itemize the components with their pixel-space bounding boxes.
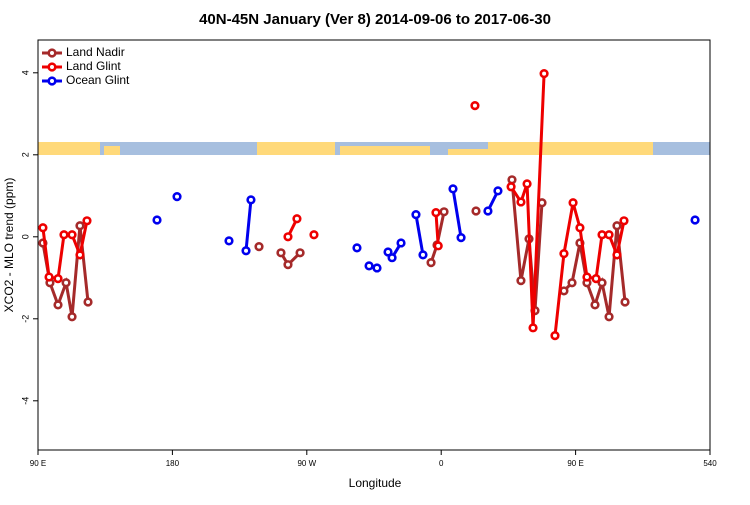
data-point (53, 300, 63, 310)
legend-label: Ocean Glint (66, 73, 130, 87)
legend-marker (47, 62, 57, 72)
data-point (75, 221, 85, 231)
data-point (456, 233, 466, 243)
data-point (59, 230, 69, 240)
legend-label: Land Glint (66, 59, 121, 73)
data-point (254, 242, 264, 252)
data-point (152, 215, 162, 225)
data-point (364, 261, 374, 271)
data-point (418, 250, 428, 260)
x-tick-label: 180 (166, 459, 180, 468)
x-tick-label: 540 (703, 459, 717, 468)
y-tick-label: 4 (20, 70, 30, 75)
plot-frame (37, 39, 711, 451)
data-point (387, 253, 397, 263)
data-point (292, 214, 302, 224)
data-point (283, 260, 293, 270)
data-point (590, 300, 600, 310)
legend-label: Land Nadir (66, 45, 125, 59)
data-point (83, 297, 93, 307)
data-point (53, 274, 63, 284)
chart-title: 40N-45N January (Ver 8) 2014-09-06 to 20… (199, 11, 551, 28)
data-point (575, 223, 585, 233)
data-point (612, 221, 622, 231)
data-point (295, 248, 305, 258)
data-point (439, 207, 449, 217)
data-point (597, 230, 607, 240)
data-point (568, 198, 578, 208)
legend-marker (47, 76, 57, 86)
data-point (276, 248, 286, 258)
data-point (582, 272, 592, 282)
data-point (483, 206, 493, 216)
data-point (550, 331, 560, 341)
data-point (591, 274, 601, 284)
x-tick-label: 0 (439, 459, 444, 468)
legend-marker (47, 48, 57, 58)
data-point (246, 195, 256, 205)
data-point (539, 69, 549, 79)
x-tick-label: 90 E (30, 459, 46, 468)
y-tick-label: 2 (20, 152, 30, 157)
data-point (82, 216, 92, 226)
data-point (426, 258, 436, 268)
data-point (493, 186, 503, 196)
x-tick-label: 90 E (567, 459, 583, 468)
data-point (516, 197, 526, 207)
data-point (67, 230, 77, 240)
y-tick-label: -4 (20, 397, 30, 405)
data-point (431, 208, 441, 218)
data-point (620, 297, 630, 307)
data-point (352, 243, 362, 253)
data-point (507, 175, 517, 185)
data-point (75, 250, 85, 260)
data-point (559, 286, 569, 296)
x-axis-label: Longitude (349, 476, 402, 490)
data-point (470, 100, 480, 111)
y-axis-label: XCO2 - MLO trend (ppm) (2, 178, 16, 313)
data-point (559, 249, 569, 259)
data-point (224, 236, 234, 246)
y-tick-label: -2 (20, 315, 30, 323)
data-point (597, 278, 607, 288)
data-point (516, 276, 526, 286)
x-tick-label: 90 W (297, 459, 316, 468)
data-point (448, 184, 458, 194)
data-point (241, 246, 251, 256)
data-point (612, 250, 622, 260)
land-mask-strip (38, 142, 710, 155)
data-point (506, 182, 516, 192)
data-point (61, 278, 71, 288)
data-point (604, 312, 614, 322)
data-point (690, 215, 700, 225)
data-point (528, 323, 538, 333)
data-point (433, 241, 443, 251)
data-point (44, 272, 54, 282)
data-point (172, 192, 182, 202)
data-point (38, 223, 48, 233)
data-point (411, 210, 421, 220)
y-tick-label: 0 (20, 234, 30, 239)
data-point (619, 216, 629, 226)
data-point (567, 278, 577, 288)
data-point (383, 247, 393, 257)
data-point (67, 312, 77, 322)
data-point (471, 206, 481, 216)
data-point (309, 230, 319, 240)
data-point (522, 179, 532, 189)
data-point (396, 238, 406, 248)
data-point (604, 230, 614, 240)
data-point (372, 263, 382, 273)
data-point (283, 232, 293, 242)
